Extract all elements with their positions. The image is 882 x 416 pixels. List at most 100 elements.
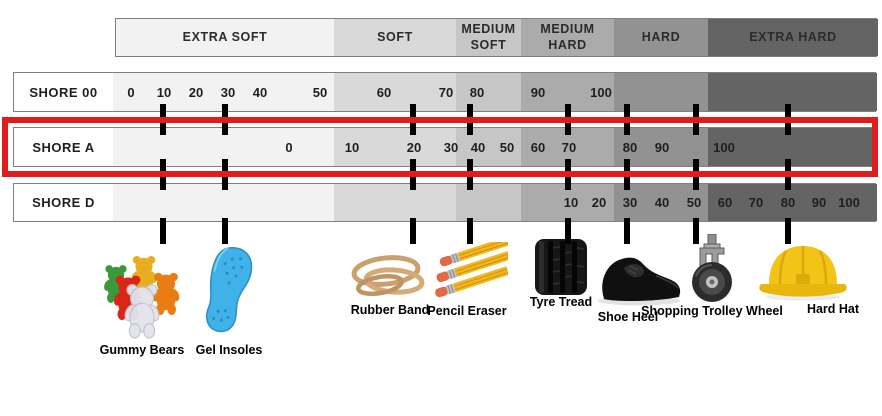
shopping-trolley-wheel-image: [680, 233, 744, 311]
header-segment-label: EXTRA HARD: [749, 29, 837, 44]
shore-00-value-40: 40: [252, 84, 268, 100]
shore-d-segment: [521, 184, 614, 221]
hardness-header: EXTRA SOFT SOFT MEDIUM SOFT MEDIUM HARD HARD…: [115, 18, 878, 57]
connector-tick: [160, 218, 166, 244]
shore-d-segment: [113, 184, 334, 221]
connector-tick: [565, 218, 571, 244]
tyre-tread-label: Tyre Tread: [529, 295, 593, 309]
shore-d-label: SHORE D: [14, 184, 113, 221]
shore-a-value-0: 0: [285, 139, 293, 155]
gel-insoles-label: Gel Insoles: [195, 343, 263, 357]
shore-00-segment: [334, 73, 456, 111]
shore-a-value-30: 30: [443, 139, 459, 155]
pencil-eraser-label: Pencil Eraser: [427, 304, 507, 318]
shore-d-segment: [708, 184, 877, 221]
shore-00-value-10: 10: [156, 84, 172, 100]
shore-a-value-10: 10: [344, 139, 360, 155]
connector-tick: [693, 159, 699, 190]
header-segment-label: MEDIUM SOFT: [461, 21, 516, 52]
connector-tick: [565, 104, 571, 135]
connector-tick: [222, 104, 228, 135]
header-segment-hard: HARD: [614, 19, 708, 56]
connector-tick: [624, 218, 630, 244]
connector-tick: [410, 159, 416, 190]
connector-tick: [565, 159, 571, 190]
shore-d-segment: [614, 184, 708, 221]
shore-d-value-90: 90: [811, 195, 827, 210]
header-segment-extra-soft: EXTRA SOFT: [116, 19, 334, 56]
connector-tick: [785, 218, 791, 244]
connector-tick: [785, 159, 791, 190]
connector-tick: [222, 159, 228, 190]
shore-00-value-100: 100: [590, 84, 612, 100]
shore-a-value-70: 70: [561, 139, 577, 155]
shore-00-label: SHORE 00: [14, 73, 113, 111]
gummy-bears-image: [92, 240, 187, 347]
connector-tick: [693, 104, 699, 135]
connector-tick: [467, 104, 473, 135]
shore-d-value-10: 10: [563, 195, 579, 210]
connector-tick: [785, 104, 791, 135]
shore-d-value-50: 50: [686, 195, 702, 210]
shore-00-value-30: 30: [220, 84, 236, 100]
shore-d-value-70: 70: [748, 195, 764, 210]
shore-a-label: SHORE A: [14, 128, 113, 166]
header-segment-label: SOFT: [377, 29, 413, 44]
pencil-eraser-image: [430, 234, 515, 305]
shore-00-value-20: 20: [188, 84, 204, 100]
shore-00-value-70: 70: [438, 84, 454, 100]
header-segment-medium-soft: MEDIUM SOFT: [456, 19, 521, 56]
shore-d-value-100: 100: [838, 195, 860, 210]
scale-row-shore-d: SHORE D 10 20 30 40 50 60 70 80 90 100: [13, 183, 877, 222]
shore-00-segment: [456, 73, 521, 111]
shore-00-value-60: 60: [376, 84, 392, 100]
shore-a-segment: [456, 128, 521, 166]
connector-tick: [624, 104, 630, 135]
shore-a-segment: [708, 128, 877, 166]
shopping-trolley-wheel-label: Shopping Trolley Wheel: [641, 304, 783, 318]
shore-00-value-50: 50: [312, 84, 328, 100]
connector-tick: [160, 104, 166, 135]
shore-a-value-20: 20: [406, 139, 422, 155]
shore-d-value-80: 80: [780, 195, 796, 210]
header-segment-label: EXTRA SOFT: [182, 29, 268, 44]
header-segment-medium-hard: MEDIUM HARD: [521, 19, 614, 56]
tyre-tread-image: [529, 238, 593, 301]
connector-tick: [467, 159, 473, 190]
connector-tick: [160, 159, 166, 190]
shore-00-value-90: 90: [530, 84, 546, 100]
shore-d-value-40: 40: [654, 195, 670, 210]
shore-a-value-60: 60: [530, 139, 546, 155]
shore-d-segment: [334, 184, 456, 221]
connector-tick: [410, 104, 416, 135]
connector-tick: [410, 218, 416, 244]
shore-00-value-0: 0: [127, 84, 135, 100]
shore-d-segment: [456, 184, 521, 221]
rubber-band-label: Rubber Band: [350, 303, 430, 317]
connector-tick: [222, 218, 228, 244]
header-segment-label: MEDIUM HARD: [540, 21, 595, 52]
hard-hat-label: Hard Hat: [806, 302, 860, 316]
header-segment-extra-hard: EXTRA HARD: [708, 19, 878, 56]
shore-a-value-80: 80: [622, 139, 638, 155]
gummy-bears-label: Gummy Bears: [99, 343, 185, 357]
shore-a-value-40: 40: [470, 139, 486, 155]
shore-00-value-80: 80: [469, 84, 485, 100]
header-segment-soft: SOFT: [334, 19, 456, 56]
connector-tick: [467, 218, 473, 244]
connector-tick: [693, 218, 699, 244]
header-segment-label: HARD: [641, 29, 681, 44]
shore-a-value-90: 90: [654, 139, 670, 155]
shore-a-value-100: 100: [713, 139, 735, 155]
shore-d-value-60: 60: [717, 195, 733, 210]
gel-insoles-image: [196, 243, 262, 340]
scale-row-shore-a: SHORE A 0 10 20 30 40 50 60 70 80 90 100: [13, 127, 877, 167]
shore-d-value-30: 30: [622, 195, 638, 210]
shore-00-segment: [708, 73, 877, 111]
shoe-heel-image: [594, 246, 684, 313]
shore-a-value-50: 50: [499, 139, 515, 155]
hard-hat-image: [757, 240, 849, 307]
shore-a-segment: [334, 128, 456, 166]
connector-tick: [624, 159, 630, 190]
